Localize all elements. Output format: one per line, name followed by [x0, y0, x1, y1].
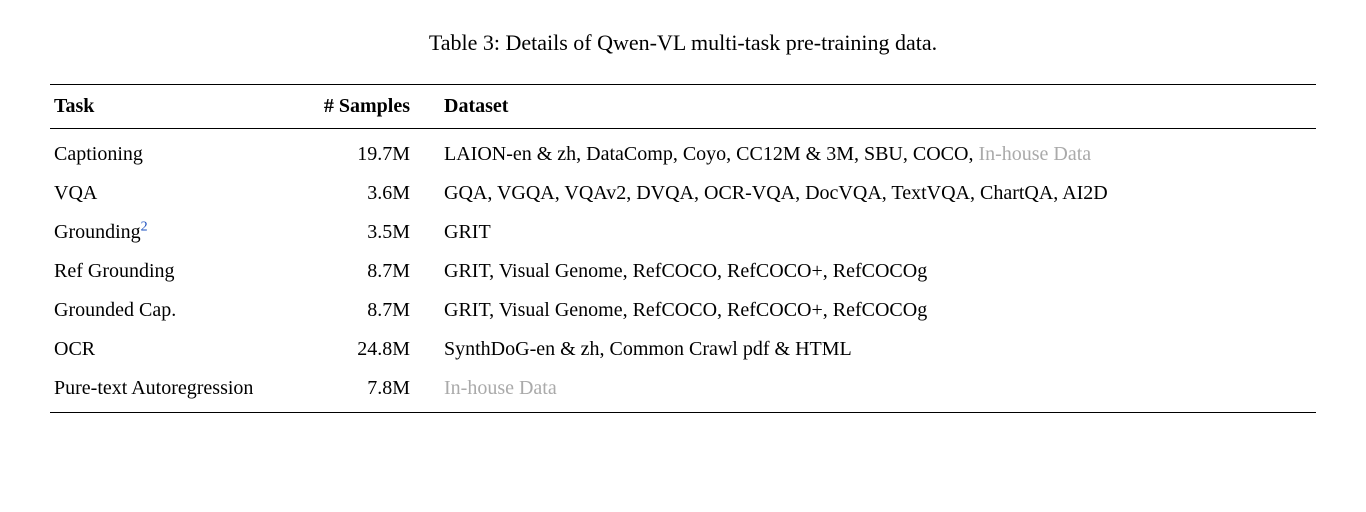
- task-label: Grounded Cap.: [54, 299, 176, 321]
- cell-dataset: GRIT, Visual Genome, RefCOCO, RefCOCO+, …: [440, 252, 1316, 291]
- table-row: VQA 3.6MGQA, VGQA, VQAv2, DVQA, OCR-VQA, …: [50, 174, 1316, 213]
- cell-task: OCR: [50, 330, 310, 369]
- table-header-row: Task # Samples Dataset: [50, 85, 1316, 129]
- col-header-dataset: Dataset: [440, 85, 1316, 129]
- dataset-text: LAION-en & zh, DataComp, Coyo, CC12M & 3…: [444, 143, 978, 165]
- dataset-inhouse-text: In-house Data: [978, 143, 1091, 165]
- cell-samples: 24.8M: [310, 330, 440, 369]
- cell-samples: 19.7M: [310, 129, 440, 175]
- pretraining-data-table: Task # Samples Dataset Captioning 19.7MLA…: [50, 84, 1316, 413]
- cell-task: Pure-text Autoregression: [50, 369, 310, 413]
- cell-samples: 8.7M: [310, 291, 440, 330]
- cell-dataset: GQA, VGQA, VQAv2, DVQA, OCR-VQA, DocVQA,…: [440, 174, 1316, 213]
- dataset-inhouse-text: In-house Data: [444, 377, 557, 399]
- table-row: Captioning 19.7MLAION-en & zh, DataComp, …: [50, 129, 1316, 175]
- table-row: Grounded Cap. 8.7MGRIT, Visual Genome, Re…: [50, 291, 1316, 330]
- col-header-samples: # Samples: [310, 85, 440, 129]
- dataset-text: GQA, VGQA, VQAv2, DVQA, OCR-VQA, DocVQA,…: [444, 182, 1108, 204]
- task-label: Captioning: [54, 143, 143, 165]
- cell-task: VQA: [50, 174, 310, 213]
- cell-task: Grounding2: [50, 213, 310, 252]
- cell-samples: 7.8M: [310, 369, 440, 413]
- cell-dataset: In-house Data: [440, 369, 1316, 413]
- cell-task: Ref Grounding: [50, 252, 310, 291]
- cell-dataset: SynthDoG-en & zh, Common Crawl pdf & HTM…: [440, 330, 1316, 369]
- table-row: Ref Grounding 8.7MGRIT, Visual Genome, Re…: [50, 252, 1316, 291]
- cell-dataset: LAION-en & zh, DataComp, Coyo, CC12M & 3…: [440, 129, 1316, 175]
- cell-task: Captioning: [50, 129, 310, 175]
- cell-samples: 8.7M: [310, 252, 440, 291]
- cell-dataset: GRIT: [440, 213, 1316, 252]
- task-label: Grounding: [54, 221, 141, 243]
- col-header-task: Task: [50, 85, 310, 129]
- cell-samples: 3.6M: [310, 174, 440, 213]
- cell-task: Grounded Cap.: [50, 291, 310, 330]
- footnote-ref[interactable]: 2: [141, 219, 148, 234]
- cell-samples: 3.5M: [310, 213, 440, 252]
- table-row: Grounding23.5MGRIT: [50, 213, 1316, 252]
- task-label: Pure-text Autoregression: [54, 377, 253, 399]
- table-caption: Table 3: Details of Qwen-VL multi-task p…: [50, 30, 1316, 56]
- dataset-text: GRIT, Visual Genome, RefCOCO, RefCOCO+, …: [444, 299, 927, 321]
- task-label: VQA: [54, 182, 97, 204]
- task-label: OCR: [54, 338, 95, 360]
- cell-dataset: GRIT, Visual Genome, RefCOCO, RefCOCO+, …: [440, 291, 1316, 330]
- dataset-text: GRIT: [444, 221, 491, 243]
- table-row: Pure-text Autoregression 7.8MIn-house Dat…: [50, 369, 1316, 413]
- dataset-text: SynthDoG-en & zh, Common Crawl pdf & HTM…: [444, 338, 852, 360]
- dataset-text: GRIT, Visual Genome, RefCOCO, RefCOCO+, …: [444, 260, 927, 282]
- table-row: OCR 24.8MSynthDoG-en & zh, Common Crawl p…: [50, 330, 1316, 369]
- task-label: Ref Grounding: [54, 260, 175, 282]
